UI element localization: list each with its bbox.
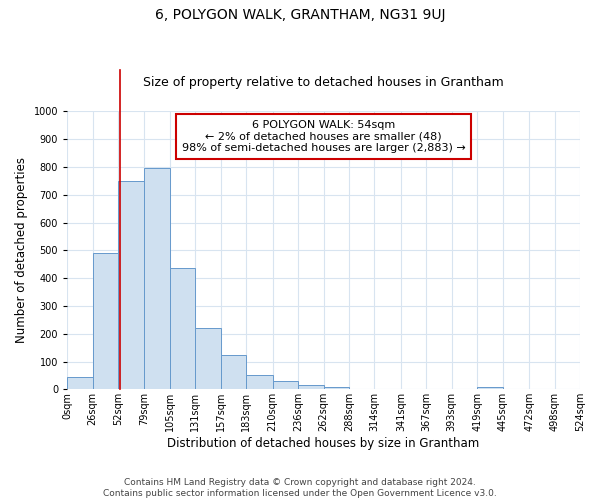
Bar: [298, 385, 323, 390]
Y-axis label: Number of detached properties: Number of detached properties: [15, 158, 28, 344]
Text: 6 POLYGON WALK: 54sqm
← 2% of detached houses are smaller (48)
98% of semi-detac: 6 POLYGON WALK: 54sqm ← 2% of detached h…: [182, 120, 466, 153]
Bar: [67, 377, 92, 390]
X-axis label: Distribution of detached houses by size in Grantham: Distribution of detached houses by size …: [167, 437, 479, 450]
Bar: [323, 387, 349, 390]
Bar: [196, 328, 221, 390]
Title: Size of property relative to detached houses in Grantham: Size of property relative to detached ho…: [143, 76, 504, 90]
Bar: [170, 268, 196, 390]
Text: Contains HM Land Registry data © Crown copyright and database right 2024.
Contai: Contains HM Land Registry data © Crown c…: [103, 478, 497, 498]
Bar: [272, 381, 298, 390]
Bar: [477, 387, 503, 390]
Text: 6, POLYGON WALK, GRANTHAM, NG31 9UJ: 6, POLYGON WALK, GRANTHAM, NG31 9UJ: [155, 8, 445, 22]
Bar: [246, 376, 272, 390]
Bar: [145, 168, 170, 390]
Bar: [221, 354, 246, 390]
Bar: [118, 181, 145, 390]
Bar: [92, 253, 118, 390]
